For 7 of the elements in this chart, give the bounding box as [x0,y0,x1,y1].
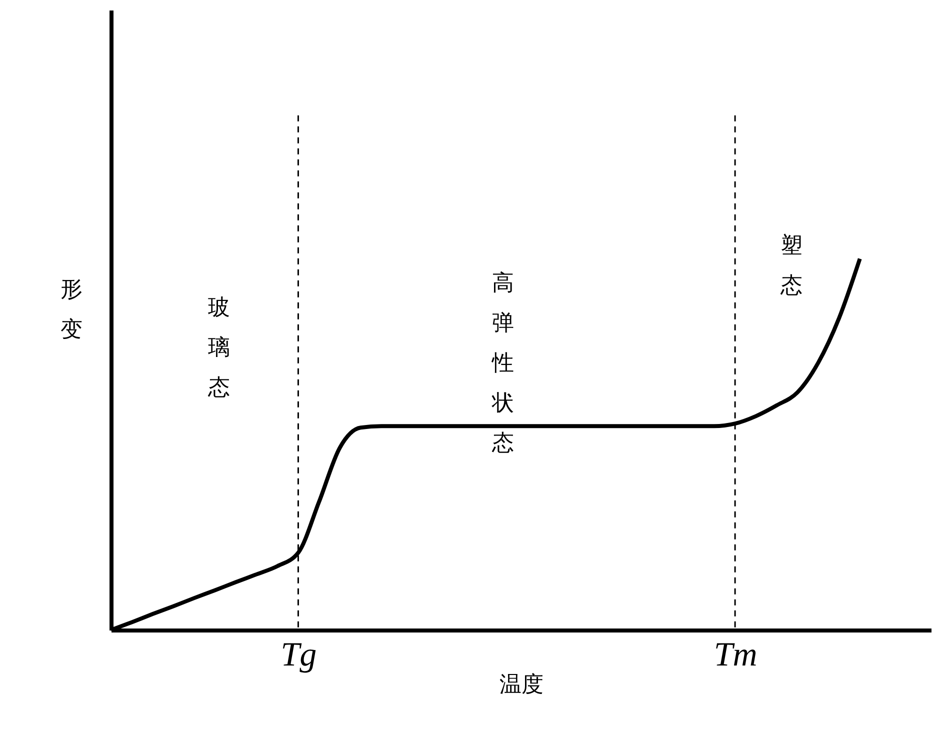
annotation: 高弹性状态 [490,270,514,456]
x-tick-label: Tm [714,636,758,674]
annotation: 玻璃态 [207,296,230,401]
x-axis-title: 温度 [500,672,544,698]
y-axis-title: 形变 [60,278,82,342]
annotation: 塑态 [780,234,803,299]
x-tick-label: Tg [280,636,317,674]
